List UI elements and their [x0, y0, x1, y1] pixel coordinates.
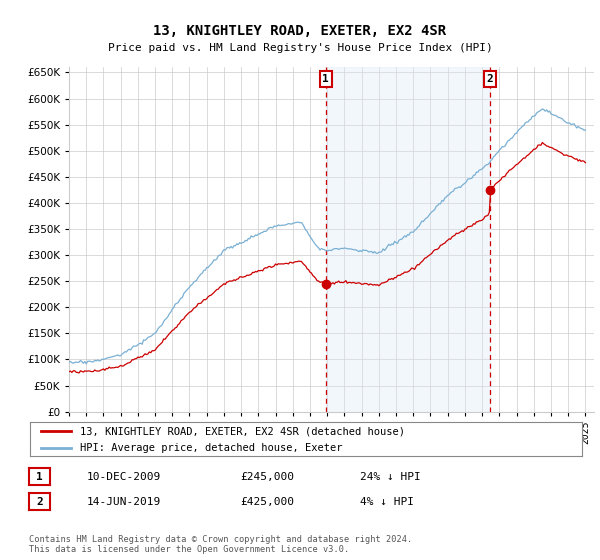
Text: 1: 1: [322, 74, 329, 84]
Text: 24% ↓ HPI: 24% ↓ HPI: [360, 472, 421, 482]
Text: 13, KNIGHTLEY ROAD, EXETER, EX2 4SR: 13, KNIGHTLEY ROAD, EXETER, EX2 4SR: [154, 24, 446, 38]
Text: 14-JUN-2019: 14-JUN-2019: [87, 497, 161, 507]
Text: HPI: Average price, detached house, Exeter: HPI: Average price, detached house, Exet…: [80, 443, 342, 452]
Text: 13, KNIGHTLEY ROAD, EXETER, EX2 4SR (detached house): 13, KNIGHTLEY ROAD, EXETER, EX2 4SR (det…: [80, 426, 404, 436]
Text: 2: 2: [487, 74, 493, 84]
Text: 2: 2: [36, 497, 43, 507]
Text: Price paid vs. HM Land Registry's House Price Index (HPI): Price paid vs. HM Land Registry's House …: [107, 43, 493, 53]
Text: 1: 1: [36, 472, 43, 482]
Text: 4% ↓ HPI: 4% ↓ HPI: [360, 497, 414, 507]
Text: Contains HM Land Registry data © Crown copyright and database right 2024.
This d: Contains HM Land Registry data © Crown c…: [29, 535, 412, 554]
Bar: [326, 67, 490, 412]
Text: £425,000: £425,000: [240, 497, 294, 507]
Text: £245,000: £245,000: [240, 472, 294, 482]
Text: 10-DEC-2009: 10-DEC-2009: [87, 472, 161, 482]
